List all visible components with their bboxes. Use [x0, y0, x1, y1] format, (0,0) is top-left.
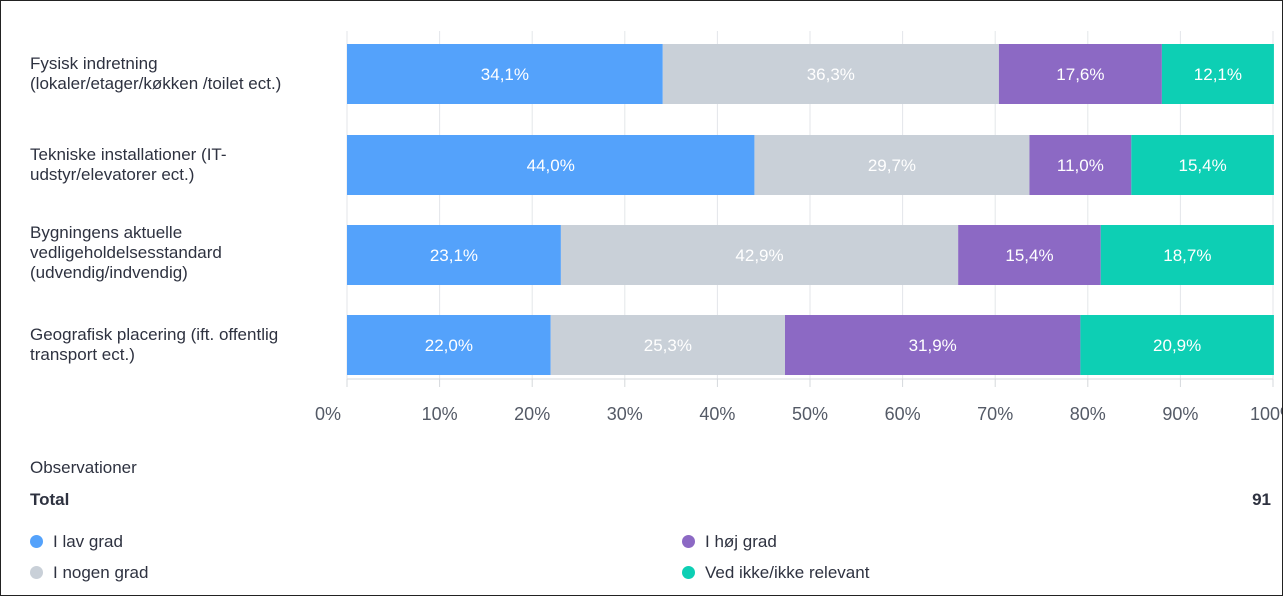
x-tick-label: 70%	[977, 404, 1013, 424]
data-label: 17,6%	[1056, 65, 1104, 84]
legend-item-lav: I lav grad	[30, 532, 123, 552]
bar-segment	[1161, 44, 1274, 104]
data-label: 12,1%	[1194, 65, 1242, 84]
legend-dot-icon	[30, 566, 43, 579]
bar-segment	[998, 44, 1162, 104]
category-label: Fysisk indretning (lokaler/etager/køkken…	[30, 54, 282, 93]
bar-segment	[754, 135, 1030, 195]
legend-label: I nogen grad	[53, 563, 149, 582]
legend-label: I lav grad	[53, 532, 123, 551]
legend-label: I høj grad	[705, 532, 777, 551]
bar-segment	[958, 225, 1101, 285]
category-label: Bygningens aktuelle vedligeholdelsesstan…	[30, 223, 222, 282]
category-label: Geografisk placering (ift. offentlig tra…	[30, 325, 279, 364]
observations-title: Observationer	[30, 458, 137, 477]
x-tick-label: 100%	[1250, 404, 1282, 424]
legend-dot-icon	[682, 566, 695, 579]
data-label: 15,4%	[1005, 246, 1053, 265]
bar-segment	[1131, 135, 1274, 195]
total-label: Total	[30, 490, 70, 509]
bar-segment	[784, 315, 1081, 375]
bar-segment	[550, 315, 785, 375]
legend-label: Ved ikke/ikke relevant	[705, 563, 870, 582]
data-label: 42,9%	[735, 246, 783, 265]
bar-segment	[662, 44, 999, 104]
bar-segment	[347, 225, 561, 285]
bar-segment	[560, 225, 959, 285]
data-label: 25,3%	[644, 336, 692, 355]
data-label: 23,1%	[430, 246, 478, 265]
data-label: 15,4%	[1179, 156, 1227, 175]
bar-segment	[1100, 225, 1274, 285]
data-label: 34,1%	[481, 65, 529, 84]
x-tick-label: 50%	[792, 404, 828, 424]
x-tick-label: 10%	[422, 404, 458, 424]
x-tick-label: 0%	[315, 404, 341, 424]
bar-segment	[347, 315, 551, 375]
data-label: 36,3%	[807, 65, 855, 84]
x-tick-label: 90%	[1162, 404, 1198, 424]
data-label: 18,7%	[1163, 246, 1211, 265]
legend-item-ved-ikke: Ved ikke/ikke relevant	[682, 563, 869, 583]
data-label: 11,0%	[1057, 156, 1104, 175]
x-tick-label: 20%	[514, 404, 550, 424]
x-tick-label: 30%	[607, 404, 643, 424]
x-tick-label: 80%	[1070, 404, 1106, 424]
data-label: 44,0%	[527, 156, 575, 175]
data-label: 20,9%	[1153, 336, 1201, 355]
legend-item-nogen: I nogen grad	[30, 563, 148, 583]
legend-item-hoej: I høj grad	[682, 532, 777, 552]
x-tick-label: 60%	[885, 404, 921, 424]
total-value: 91	[1252, 490, 1271, 509]
bar-segment	[1080, 315, 1274, 375]
data-label: 31,9%	[909, 336, 957, 355]
legend-dot-icon	[30, 535, 43, 548]
legend-dot-icon	[682, 535, 695, 548]
bar-segment	[1029, 135, 1132, 195]
data-label: 22,0%	[425, 336, 473, 355]
bar-segment	[347, 44, 663, 104]
bar-segment	[347, 135, 755, 195]
x-tick-label: 40%	[699, 404, 735, 424]
data-label: 29,7%	[868, 156, 916, 175]
category-label: Tekniske installationer (IT- udstyr/elev…	[30, 145, 227, 184]
